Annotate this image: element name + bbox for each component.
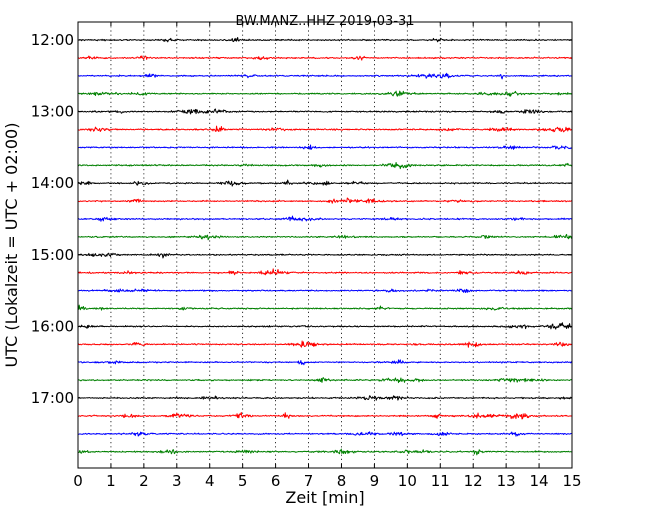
trace-line xyxy=(77,340,573,348)
chart-title: BW.MANZ..HHZ 2019-03-31 xyxy=(235,14,414,29)
x-tick-label: 3 xyxy=(172,472,182,490)
axis-ticks: 0 1 2 3 4 5 6 7 8 9 10 11 12 13 14 1512:0013:0014:0015:… xyxy=(31,22,582,490)
trace-line xyxy=(77,377,573,384)
x-tick-label: 8 xyxy=(337,472,347,490)
trace-line xyxy=(77,125,573,133)
x-tick-label: 10 xyxy=(398,472,417,490)
trace-line xyxy=(77,215,573,222)
trace-line xyxy=(77,359,573,366)
x-tick-label: 7 xyxy=(304,472,314,490)
trace-line xyxy=(77,37,573,43)
trace-line xyxy=(77,90,573,97)
plot-frame xyxy=(77,21,573,469)
trace-line xyxy=(77,395,573,401)
x-tick-label: 13 xyxy=(497,472,516,490)
x-tick-label: 14 xyxy=(530,472,549,490)
trace-line xyxy=(77,144,573,150)
trace-line xyxy=(77,268,573,276)
y-axis-label: UTC (Lokalzeit = UTC + 02:00) xyxy=(2,123,21,368)
x-tick-label: 9 xyxy=(370,472,380,490)
x-tick-label: 2 xyxy=(139,472,149,490)
trace-line xyxy=(77,448,573,456)
trace-line xyxy=(77,431,573,437)
trace-line xyxy=(77,197,573,204)
seismogram-traces xyxy=(77,37,573,456)
x-tick-label: 1 xyxy=(106,472,116,490)
x-tick-label: 12 xyxy=(464,472,483,490)
trace-line xyxy=(77,55,573,61)
x-tick-label: 0 xyxy=(73,472,83,490)
trace-line xyxy=(77,288,573,293)
y-tick-label: 12:00 xyxy=(31,31,74,49)
x-tick-label: 11 xyxy=(431,472,450,490)
grid-lines xyxy=(110,22,540,468)
trace-line xyxy=(77,179,573,187)
y-tick-label: 16:00 xyxy=(31,317,74,335)
trace-line xyxy=(77,108,573,115)
y-tick-label: 17:00 xyxy=(31,389,74,407)
trace-line xyxy=(77,412,573,420)
y-tick-label: 15:00 xyxy=(31,246,74,264)
trace-line xyxy=(77,72,573,80)
trace-line xyxy=(77,322,573,330)
trace-line xyxy=(77,162,573,170)
x-axis-label: Zeit [min] xyxy=(285,488,364,507)
x-tick-label: 5 xyxy=(238,472,248,490)
trace-line xyxy=(77,233,573,241)
x-tick-label: 4 xyxy=(205,472,215,490)
trace-line xyxy=(77,252,573,259)
x-tick-label: 6 xyxy=(271,472,281,490)
y-tick-label: 13:00 xyxy=(31,103,74,121)
trace-line xyxy=(77,304,573,311)
y-tick-label: 14:00 xyxy=(31,174,74,192)
x-tick-label: 15 xyxy=(562,472,581,490)
